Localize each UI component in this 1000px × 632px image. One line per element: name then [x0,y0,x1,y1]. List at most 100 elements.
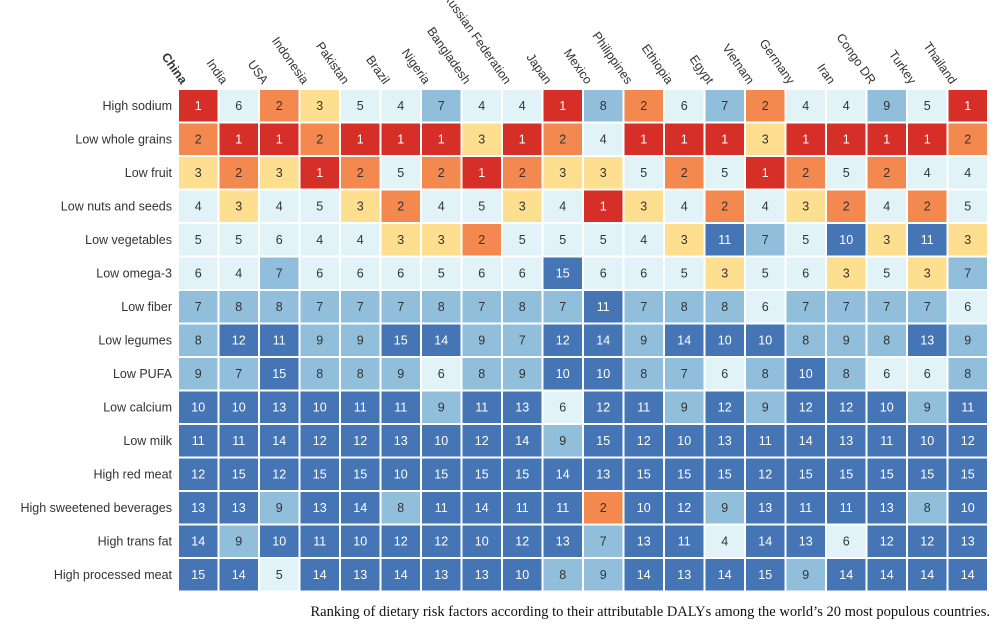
cell-value: 15 [475,467,489,481]
cell-rect [462,190,501,222]
cell-rect [584,525,623,557]
heatmap-cell: 7 [705,90,744,122]
cell-rect [300,492,339,524]
cell-rect [665,90,704,122]
cell-value: 5 [762,266,769,280]
heatmap-cell: 3 [462,123,501,155]
cell-rect [746,458,785,490]
cell-rect [219,458,258,490]
heatmap-cell: 12 [543,324,582,356]
cell-value: 10 [961,501,975,515]
heatmap-cell: 10 [584,358,623,390]
cell-rect [422,291,461,323]
heatmap-cell: 15 [543,257,582,289]
cell-value: 7 [640,300,647,314]
heatmap-cell: 11 [746,425,785,457]
cell-value: 8 [762,367,769,381]
cell-rect [624,257,663,289]
cell-value: 2 [559,132,566,146]
cell-value: 4 [640,233,647,247]
heatmap-cell: 7 [179,291,218,323]
cell-rect [705,391,744,423]
cell-value: 11 [313,534,326,548]
cell-value: 4 [397,99,404,113]
cell-rect [422,157,461,189]
cell-value: 15 [961,467,975,481]
heatmap-cell: 13 [462,559,501,591]
cell-value: 14 [839,568,853,582]
heatmap-cell: 4 [381,90,420,122]
heatmap-cell: 8 [584,90,623,122]
cell-rect [584,324,623,356]
heatmap-cell: 10 [381,458,420,490]
cell-rect [827,458,866,490]
cell-rect [503,525,542,557]
cell-rect [260,391,299,423]
heatmap-cell: 5 [705,157,744,189]
heatmap-cell: 8 [260,291,299,323]
heatmap-cell: 1 [381,123,420,155]
cell-value: 14 [191,534,205,548]
cell-value: 6 [924,367,931,381]
cell-rect [341,291,380,323]
heatmap-cell: 9 [422,391,461,423]
heatmap-cell: 2 [786,157,825,189]
cell-rect [584,224,623,256]
cell-rect [624,458,663,490]
cell-value: 6 [316,266,323,280]
heatmap-cell: 12 [867,525,906,557]
cell-value: 8 [843,367,850,381]
cell-rect [948,157,987,189]
cell-rect [948,291,987,323]
cell-rect [867,224,906,256]
heatmap-cell: 10 [300,391,339,423]
cell-rect [422,525,461,557]
cell-rect [179,458,218,490]
row-label-high-sweetened-beverages: High sweetened beverages [21,501,173,515]
cell-value: 7 [478,300,485,314]
cell-rect [908,458,947,490]
heatmap-cell: 15 [503,458,542,490]
cell-rect [422,324,461,356]
cell-value: 13 [839,434,853,448]
cell-value: 3 [357,199,364,213]
heatmap-cell: 9 [746,391,785,423]
cell-value: 10 [920,434,934,448]
heatmap-cell: 1 [665,123,704,155]
heatmap-cell: 12 [624,425,663,457]
cell-value: 3 [964,233,971,247]
cell-value: 2 [276,99,283,113]
cell-rect [665,425,704,457]
cell-rect [705,224,744,256]
cell-rect [867,90,906,122]
cell-value: 6 [357,266,364,280]
cell-rect [867,391,906,423]
cell-value: 7 [235,367,242,381]
cell-rect [381,324,420,356]
cell-rect [624,559,663,591]
cell-rect [381,291,420,323]
cell-value: 13 [556,534,570,548]
heatmap-cell: 10 [908,425,947,457]
cell-rect [705,425,744,457]
cell-rect [948,525,987,557]
cell-value: 1 [316,166,323,180]
cell-rect [462,90,501,122]
cell-rect [219,324,258,356]
cell-rect [624,90,663,122]
heatmap-cell: 15 [584,425,623,457]
cell-value: 2 [195,132,202,146]
cell-value: 8 [964,367,971,381]
cell-rect [219,190,258,222]
cell-value: 8 [276,300,283,314]
heatmap-cell: 11 [462,391,501,423]
cell-value: 14 [475,501,489,515]
cell-rect [705,291,744,323]
row-label-high-red-meat: High red meat [93,467,172,481]
heatmap-cell: 11 [908,224,947,256]
cell-value: 12 [313,434,327,448]
cell-rect [179,425,218,457]
cell-value: 7 [397,300,404,314]
heatmap-cell: 1 [584,190,623,222]
cell-rect [381,525,420,557]
